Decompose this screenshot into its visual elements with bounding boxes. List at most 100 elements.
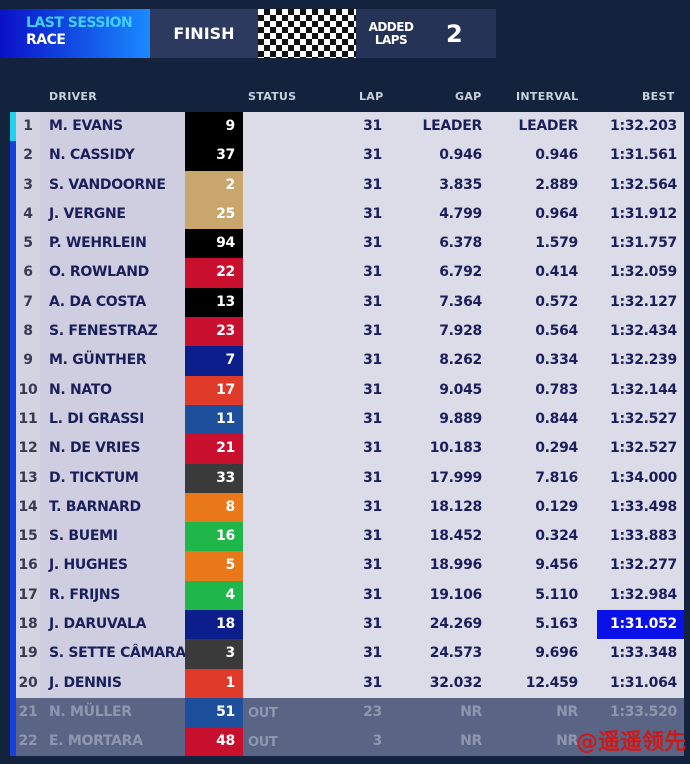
best-lap: 1:33.348 <box>610 645 677 662</box>
position-accent <box>10 229 16 259</box>
best-lap: 1:32.527 <box>610 440 677 457</box>
table-row[interactable]: 10 N. NATO 17 31 9.045 0.783 1:32.144 <box>10 375 684 405</box>
position-accent <box>10 375 16 405</box>
table-row[interactable]: 13 D. TICKTUM 33 31 17.999 7.816 1:34.000 <box>10 463 684 493</box>
lap: 31 <box>363 557 382 574</box>
watermark: @遥遥领先 <box>575 730 686 755</box>
table-row[interactable]: 21 N. MÜLLER 51 OUT 23 NR NR 1:33.520 <box>10 697 684 728</box>
team-badge: 23 <box>185 317 243 347</box>
table-row[interactable]: 5 P. WEHRLEIN 94 31 6.378 1.579 1:31.757 <box>10 229 684 259</box>
table-row[interactable]: 11 L. DI GRASSI 11 31 9.889 0.844 1:32.527 <box>10 404 684 435</box>
team-badge: 7 <box>185 346 243 376</box>
gap: 18.996 <box>429 557 483 574</box>
car-number: 94 <box>216 235 235 252</box>
team-badge: 11 <box>185 404 243 435</box>
position-accent <box>10 317 16 347</box>
session-panel: LAST SESSION RACE <box>0 9 150 58</box>
team-badge: 3 <box>185 639 243 669</box>
added-laps-panel: ADDED LAPS 2 <box>356 9 496 58</box>
table-row[interactable]: 4 J. VERGNE 25 31 4.799 0.964 1:31.912 <box>10 199 684 230</box>
car-number: 13 <box>216 293 235 310</box>
table-row[interactable]: 3 S. VANDOORNE 2 31 3.835 2.889 1:32.564 <box>10 170 684 200</box>
table-row[interactable]: 6 O. ROWLAND 22 31 6.792 0.414 1:32.059 <box>10 258 684 288</box>
driver-name: J. VERGNE <box>40 199 185 230</box>
gap: LEADER <box>422 118 483 134</box>
car-number: 4 <box>225 586 236 603</box>
lap: 31 <box>363 469 382 486</box>
interval: 0.844 <box>535 410 578 427</box>
car-number: 5 <box>225 557 236 574</box>
position: 13 <box>16 463 40 493</box>
mclaren-logo-icon <box>189 555 211 576</box>
position: 4 <box>16 199 40 230</box>
lap: 31 <box>363 586 382 603</box>
interval: 7.816 <box>535 469 578 486</box>
lap: 31 <box>363 528 382 545</box>
lap: 3 <box>372 733 383 750</box>
table-row[interactable]: 9 M. GÜNTHER 7 31 8.262 0.334 1:32.239 <box>10 346 684 376</box>
car-number: 33 <box>216 469 235 486</box>
driver-name: A. DA COSTA <box>40 287 185 318</box>
status: OUT <box>248 735 278 751</box>
table-row[interactable]: 1 M. EVANS 9 31 LEADER LEADER 1:32.203 <box>10 112 684 142</box>
interval: 0.964 <box>535 205 578 222</box>
team-badge: 16 <box>185 522 243 552</box>
table-row[interactable]: 18 J. DARUVALA 18 31 24.269 5.163 1:31.052 <box>10 610 684 640</box>
team-badge: 4 <box>185 580 243 611</box>
position-accent <box>10 551 16 581</box>
table-row[interactable]: 8 S. FENESTRAZ 23 31 7.928 0.564 1:32.434 <box>10 317 684 347</box>
lap: 31 <box>363 176 382 193</box>
nissan-logo-icon <box>189 321 211 342</box>
ds-penske-logo-icon <box>189 175 211 196</box>
interval: NR <box>556 733 578 750</box>
position: 2 <box>16 141 40 171</box>
table-row[interactable]: 20 J. DENNIS 1 31 32.032 12.459 1:31.064 <box>10 668 684 698</box>
team-badge: 33 <box>185 463 243 493</box>
interval: 0.572 <box>535 293 578 310</box>
table-row[interactable]: 17 R. FRIJNS 4 31 19.106 5.110 1:32.984 <box>10 580 684 611</box>
car-number: 9 <box>225 118 236 134</box>
gap: NR <box>460 703 482 720</box>
car-number: 23 <box>216 323 235 340</box>
position: 18 <box>16 610 40 640</box>
table-row[interactable]: 22 E. MORTARA 48 OUT 3 NR NR <box>10 727 684 757</box>
table-row[interactable]: 16 J. HUGHES 5 31 18.996 9.456 1:32.277 <box>10 551 684 581</box>
team-badge: 21 <box>185 434 243 464</box>
car-number: 22 <box>216 264 235 281</box>
lap: 31 <box>363 235 382 252</box>
lap: 31 <box>363 645 382 662</box>
interval: 0.324 <box>535 528 578 545</box>
jaguar-logo-icon <box>189 145 211 166</box>
gap: 9.045 <box>439 381 482 398</box>
table-row[interactable]: 2 N. CASSIDY 37 31 0.946 0.946 1:31.561 <box>10 141 684 171</box>
footer-bg <box>0 756 690 764</box>
table-row[interactable]: 12 N. DE VRIES 21 31 10.183 0.294 1:32.527 <box>10 434 684 464</box>
table-row[interactable]: 14 T. BARNARD 8 31 18.128 0.129 1:33.498 <box>10 492 684 523</box>
position-accent <box>10 639 16 669</box>
envision-logo-icon <box>189 526 211 547</box>
gap: 17.999 <box>429 469 483 486</box>
team-badge: 9 <box>185 112 243 142</box>
interval: 9.456 <box>535 557 578 574</box>
position-accent <box>10 199 16 230</box>
position: 8 <box>16 317 40 347</box>
gap: 32.032 <box>429 674 483 691</box>
lap: 31 <box>363 323 382 340</box>
interval: 5.110 <box>535 586 578 603</box>
gap: 19.106 <box>429 586 483 603</box>
best-lap: 1:33.520 <box>610 703 677 720</box>
team-badge: 25 <box>185 199 243 230</box>
best-lap: 1:32.434 <box>610 323 677 340</box>
position-accent <box>10 287 16 318</box>
gap: 3.835 <box>439 176 482 193</box>
added-laps-label: ADDED LAPS <box>368 19 414 47</box>
position-accent <box>10 434 16 464</box>
table-row[interactable]: 7 A. DA COSTA 13 31 7.364 0.572 1:32.127 <box>10 287 684 318</box>
lap: 31 <box>363 674 382 691</box>
gap: 24.269 <box>429 616 483 633</box>
team-badge: 13 <box>185 287 243 318</box>
driver-name: D. TICKTUM <box>40 463 185 493</box>
col-lap: LAP <box>359 90 384 103</box>
table-row[interactable]: 19 S. SETTE CÂMARA 3 31 24.573 9.696 1:33.348 <box>10 639 684 669</box>
table-row[interactable]: 15 S. BUEMI 16 31 18.452 0.324 1:33.883 <box>10 522 684 552</box>
